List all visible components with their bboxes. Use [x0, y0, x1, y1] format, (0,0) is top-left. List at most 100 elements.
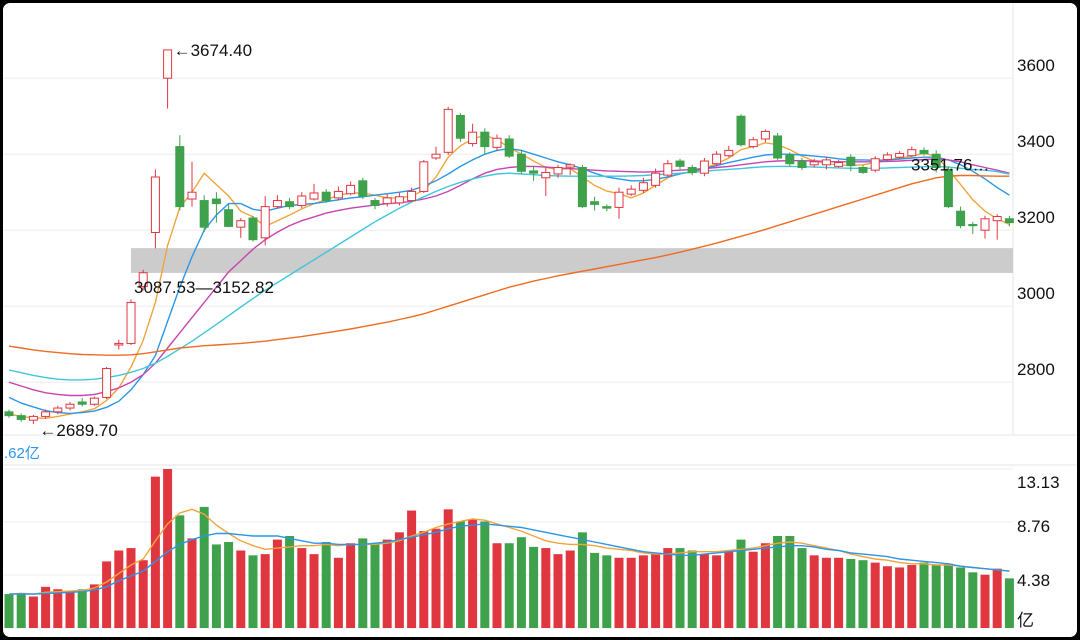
price-range-band	[131, 248, 1013, 273]
volume-bar	[138, 560, 148, 628]
volume-bar	[663, 548, 673, 628]
high-price-annotation: ←3674.40	[174, 41, 252, 60]
candle	[638, 177, 648, 193]
volume-bar	[565, 550, 575, 628]
volume-bar	[651, 552, 661, 628]
candle	[504, 135, 514, 158]
volume-bar	[626, 557, 636, 628]
y-tick-label: 3600	[1017, 56, 1055, 75]
volume-bar	[4, 594, 14, 628]
volume-bar	[834, 557, 844, 628]
candle	[882, 152, 892, 162]
volume-bar	[809, 555, 819, 628]
candle	[492, 134, 502, 152]
volume-bar	[28, 596, 38, 628]
volume-bar	[114, 550, 124, 628]
candle	[992, 214, 1002, 240]
volume-bars	[4, 469, 1014, 628]
candle	[126, 299, 136, 345]
volume-bar	[736, 539, 746, 628]
volume-bar	[163, 469, 173, 628]
volume-bar	[333, 557, 343, 628]
candle	[760, 129, 770, 143]
candle	[224, 204, 234, 228]
candle	[297, 192, 307, 209]
candle	[4, 409, 14, 418]
volume-bar	[224, 542, 234, 628]
volume-bar	[614, 557, 624, 628]
candle	[724, 145, 734, 158]
price-ma-line	[8, 174, 1010, 356]
candle	[321, 189, 331, 203]
candle	[285, 197, 295, 210]
volume-bar	[516, 537, 526, 628]
candle	[309, 183, 319, 201]
candle	[443, 106, 453, 155]
candle	[407, 187, 417, 202]
candle	[663, 159, 673, 177]
candle	[1004, 215, 1014, 227]
volume-bar	[175, 515, 185, 628]
candle	[89, 396, 99, 406]
candle	[382, 194, 392, 207]
volume-bar	[602, 555, 612, 628]
candle	[187, 161, 197, 207]
candle	[394, 192, 404, 206]
candle	[858, 164, 868, 174]
candle	[651, 168, 661, 188]
volume-bar	[150, 476, 160, 628]
volume-bar	[89, 584, 99, 628]
candlestick-volume-chart: 3600 3400 3200 3000 2800 ←3674.40 ←2689.…	[3, 3, 1077, 630]
candles	[4, 49, 1014, 425]
volume-bar	[102, 561, 112, 628]
volume-bar	[968, 572, 978, 628]
volume-bar	[919, 562, 929, 628]
volume-bar	[77, 589, 87, 628]
volume-bar	[468, 519, 478, 628]
candle	[199, 195, 209, 233]
candle	[675, 158, 685, 170]
candle	[53, 405, 63, 415]
volume-bar	[455, 521, 465, 628]
candle	[590, 196, 600, 211]
volume-bar	[724, 550, 734, 628]
volume-bar	[895, 567, 905, 628]
volume-bar	[992, 568, 1002, 628]
candle	[77, 398, 87, 407]
volume-bar	[407, 510, 417, 628]
volume-bar	[126, 548, 136, 628]
volume-bar	[638, 555, 648, 628]
volume-bar	[309, 554, 319, 628]
volume-bar	[553, 554, 563, 628]
volume-bar	[943, 563, 953, 628]
volume-bar	[16, 592, 26, 628]
volume-bar	[431, 528, 441, 628]
candle	[553, 164, 563, 178]
volume-bar	[370, 543, 380, 628]
volume-ma-line	[8, 523, 1010, 595]
volume-bar	[1004, 578, 1014, 628]
candle	[346, 181, 356, 196]
candle	[748, 137, 758, 149]
volume-bar	[541, 548, 551, 628]
candle	[28, 414, 38, 425]
volume-bar	[590, 552, 600, 628]
candle	[565, 163, 575, 176]
volume-moving-averages	[8, 508, 1010, 595]
candle	[687, 164, 697, 176]
volume-bar	[687, 550, 697, 628]
candle	[150, 169, 160, 249]
candle	[16, 413, 26, 422]
volume-bar	[931, 565, 941, 628]
candle	[602, 204, 612, 212]
volume-bar	[882, 566, 892, 628]
volume-bar	[846, 558, 856, 628]
candle	[102, 367, 112, 399]
candle	[211, 192, 221, 223]
volume-bar	[773, 535, 783, 628]
volume-bar	[297, 548, 307, 628]
volume-bar	[199, 506, 209, 628]
volume-bar	[346, 543, 356, 628]
volume-bar	[492, 543, 502, 628]
candle	[175, 135, 185, 211]
